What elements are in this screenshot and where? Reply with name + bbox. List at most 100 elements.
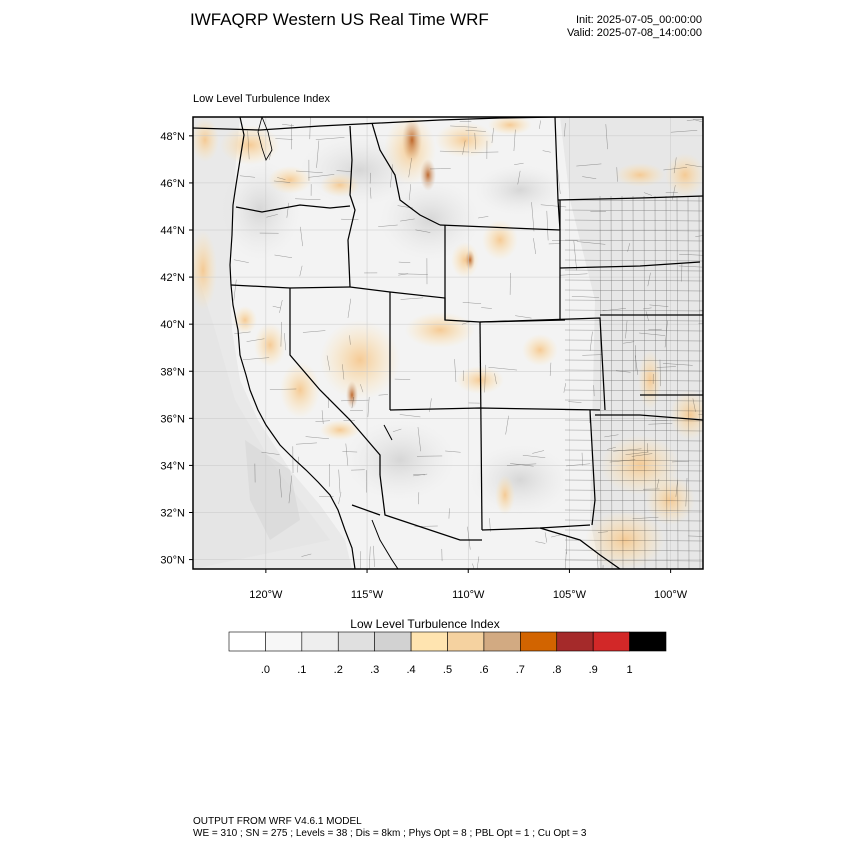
county-line: [296, 170, 323, 173]
county-line: [481, 307, 492, 309]
county-line: [564, 489, 703, 492]
lat-tick-label: 38°N: [160, 366, 185, 378]
county-line: [242, 357, 270, 360]
county-line: [316, 140, 320, 168]
lat-tick-label: 34°N: [160, 460, 185, 472]
county-line: [654, 195, 657, 569]
county-line: [623, 341, 635, 344]
county-line: [649, 304, 669, 307]
county-line: [564, 469, 703, 472]
county-line: [279, 469, 282, 498]
county-line: [564, 419, 703, 422]
county-line: [478, 216, 489, 219]
lat-tick-label: 44°N: [160, 225, 185, 237]
lat-tick-label: 30°N: [160, 555, 185, 567]
county-line: [342, 364, 345, 380]
county-line: [400, 297, 424, 300]
map-field: [193, 117, 703, 569]
county-line: [663, 167, 688, 171]
latitude-axis: 48°N 46°N 44°N 42°N 40°N 38°N 36°N 34°N 32°N 30°N: [160, 131, 193, 567]
colorbar-swatch: [592, 631, 630, 652]
colorbar: .0 .1 .2 .3 .4 .5 .6 .7 .8 .9 1: [228, 631, 667, 676]
lat-tick-label: 36°N: [160, 413, 185, 425]
county-line: [301, 553, 312, 557]
county-line: [564, 549, 703, 552]
run-time-info: Init: 2025-07-05_00:00:00 Valid: 2025-07…: [567, 14, 702, 40]
county-line: [698, 413, 703, 415]
county-line: [399, 414, 421, 418]
county-line: [670, 130, 698, 133]
county-line: [544, 532, 548, 543]
county-line: [564, 269, 703, 272]
colorbar-swatch: [410, 631, 448, 652]
lat-tick-label: 42°N: [160, 272, 185, 284]
county-line: [673, 157, 677, 174]
county-line: [582, 176, 597, 179]
county-line: [286, 202, 289, 218]
colorbar-tick-label: .8: [552, 664, 561, 676]
county-line: [522, 455, 546, 458]
colorbar-title: Low Level Turbulence Index: [350, 617, 500, 631]
county-line: [392, 428, 402, 432]
county-line: [564, 519, 703, 522]
county-line: [671, 460, 689, 463]
county-line: [341, 399, 369, 402]
ocean-shade: [193, 260, 330, 569]
county-line: [564, 309, 703, 312]
county-line: [417, 427, 421, 452]
colorbar-tick-label: .1: [297, 664, 306, 676]
colorbar-tick-label: .6: [479, 664, 488, 676]
county-line: [564, 279, 703, 282]
county-line: [564, 199, 703, 202]
county-line: [461, 321, 471, 325]
county-line: [566, 463, 591, 467]
county-line: [576, 163, 602, 167]
county-line: [274, 254, 293, 258]
county-line: [675, 479, 678, 497]
county-line: [484, 364, 486, 393]
county-line: [648, 328, 662, 330]
county-line: [613, 448, 642, 452]
county-line: [373, 545, 375, 567]
plot-title: IWFAQRP Western US Real Time WRF: [190, 10, 489, 29]
lon-tick-label: 105°W: [553, 589, 587, 601]
county-line: [268, 147, 273, 161]
county-line: [308, 174, 335, 178]
county-line: [599, 195, 602, 569]
county-boundaries: [233, 117, 703, 569]
county-line: [568, 401, 582, 403]
county-line: [549, 362, 552, 376]
county-line: [564, 509, 703, 512]
ocean-shade-2: [245, 440, 300, 540]
county-line: [336, 170, 351, 172]
county-line: [643, 192, 653, 196]
county-line: [326, 355, 330, 371]
county-line: [338, 492, 342, 505]
colorbar-swatch: [520, 631, 558, 652]
county-line: [465, 130, 486, 132]
county-line: [472, 563, 475, 569]
county-line: [564, 259, 703, 262]
county-line: [610, 195, 613, 569]
county-line: [390, 164, 393, 188]
county-line: [233, 279, 237, 301]
county-line: [540, 204, 567, 208]
colorbar-swatch: [374, 631, 412, 652]
county-line: [275, 138, 293, 140]
lat-tick-label: 40°N: [160, 319, 185, 331]
county-line: [563, 383, 566, 393]
county-line: [470, 151, 499, 153]
colorbar-tick-label: .5: [443, 664, 452, 676]
terrain-shading: [220, 135, 570, 515]
county-line: [648, 423, 673, 425]
lon-tick-label: 115°W: [351, 589, 384, 601]
county-line: [542, 150, 551, 153]
county-line: [564, 449, 703, 452]
county-line: [564, 559, 703, 562]
init-time: Init: 2025-07-05_00:00:00: [576, 14, 702, 26]
county-line: [299, 265, 303, 277]
county-line: [272, 306, 282, 309]
county-line: [513, 129, 516, 152]
county-line: [564, 539, 703, 542]
county-line: [665, 192, 678, 193]
